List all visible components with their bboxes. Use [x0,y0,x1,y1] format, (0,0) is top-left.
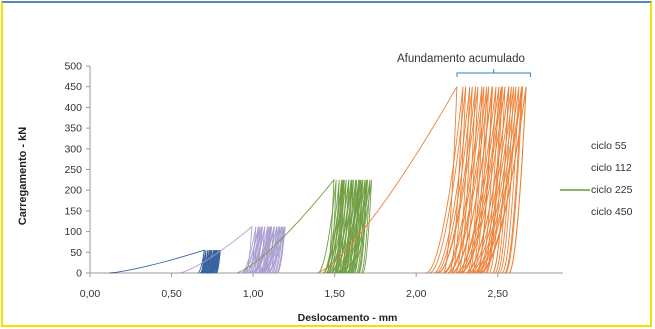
series-curve [325,179,344,274]
legend-label-ciclo-55: ciclo 55 [591,140,627,152]
x-tick-label: 1,00 [243,288,264,300]
series-ciclo-112 [179,225,286,274]
series-curve [210,250,220,274]
series-curve [334,179,354,274]
series-curve [473,86,520,274]
legend-label-ciclo-112: ciclo 112 [591,162,632,174]
x-axis-label: Deslocamento - mm [297,312,398,324]
legend-label-ciclo-450: ciclo 450 [591,206,633,218]
series-curve [210,250,221,274]
series-curve [457,86,502,274]
y-tick-label: 50 [70,247,82,259]
series-curve [241,226,257,274]
series-curve [426,86,464,274]
series-curve [349,179,372,274]
y-tick-label: 100 [64,226,82,238]
series-curve [347,179,371,274]
axes: 0 50 100 150 200 250 300 350 400 450 500 0,00 0,50 1,… [64,61,563,300]
y-tick-label: 350 [64,123,82,135]
series-curve [476,86,523,274]
x-tick-label: 0,00 [80,288,101,300]
series-curve [479,86,527,274]
legend-label-ciclo-225: ciclo 225 [591,184,633,196]
series-curve [456,86,497,274]
series-curve [347,179,368,274]
series-curve [262,226,284,274]
y-tick-label: 0 [76,268,82,280]
y-tick-label: 300 [64,143,82,155]
x-tick-label: 0,50 [161,288,182,300]
series-curve [261,226,283,274]
series-curve [472,86,517,274]
series-curve [447,86,488,274]
y-tick-label: 500 [64,61,82,73]
series-curve [470,86,515,274]
series-curve [252,226,272,274]
curves [109,86,590,274]
series-curve [338,179,358,274]
series-curve [436,86,473,274]
series-curve [437,86,479,274]
series-curve [343,179,366,274]
y-tick-label: 400 [64,102,82,114]
series-curve [438,86,476,274]
x-tick-label: 2,50 [488,288,509,300]
x-tick-label: 1,50 [324,288,345,300]
series-ciclo-450 [318,86,527,274]
y-tick-label: 250 [64,164,82,176]
annotation-label: Afundamento acumulado [397,53,525,65]
series-curve [468,86,512,274]
series-curve [249,226,266,274]
y-tick-label: 150 [64,205,82,217]
series-ciclo-225 [236,178,372,274]
series-curve [475,86,523,274]
series-curve [465,86,510,274]
y-axis-label: Carregamento - kN [17,126,29,226]
series-curve [265,226,285,274]
y-tick-label: 450 [64,81,82,93]
series-curve [325,179,345,274]
y-tick-label: 200 [64,185,82,197]
series-curve [266,226,286,274]
series-ciclo-55 [109,249,221,274]
x-tick-label: 2,00 [406,288,427,300]
bracket-line [456,72,531,77]
series-curve [209,250,219,274]
accumulated-settlement-bracket [456,69,531,77]
